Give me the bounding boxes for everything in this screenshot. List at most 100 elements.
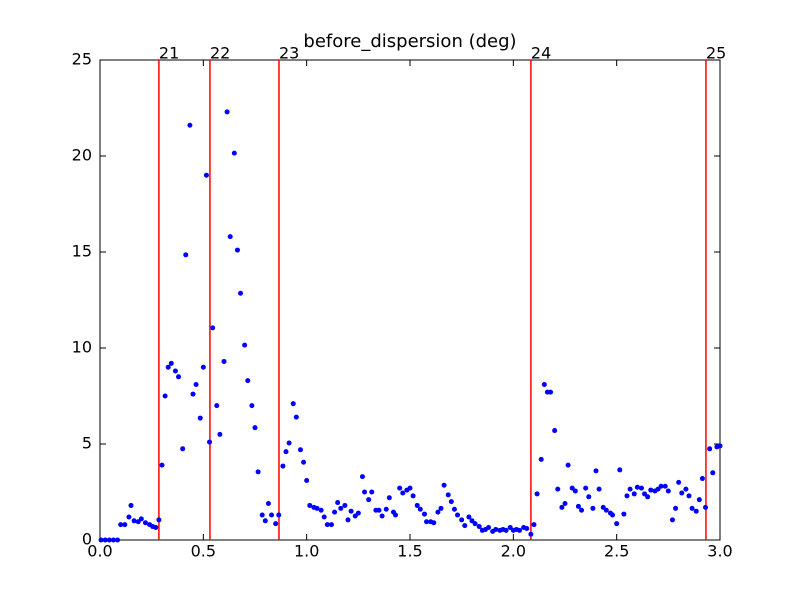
point	[665, 488, 671, 494]
marker-label: 21	[159, 44, 179, 63]
point	[645, 494, 651, 500]
point	[362, 489, 368, 495]
point	[307, 502, 313, 508]
point	[424, 519, 430, 525]
point	[459, 517, 465, 523]
y-tick-label: 0	[82, 530, 92, 549]
point	[462, 523, 468, 529]
point	[102, 537, 108, 543]
point	[624, 493, 630, 499]
point	[627, 486, 633, 492]
x-tick-label: 2.0	[501, 542, 526, 561]
point	[417, 506, 423, 512]
point	[265, 501, 271, 507]
point	[634, 484, 640, 490]
point	[414, 502, 420, 508]
point	[355, 510, 361, 516]
point	[345, 517, 351, 523]
point	[631, 491, 637, 497]
point	[162, 393, 168, 399]
point	[555, 486, 561, 492]
point	[224, 109, 230, 115]
point	[393, 512, 399, 518]
point	[183, 252, 189, 258]
point	[280, 463, 286, 469]
y-tick-label: 25	[72, 50, 92, 69]
point	[273, 521, 279, 527]
point	[342, 502, 348, 508]
point	[255, 469, 261, 475]
point	[126, 514, 132, 520]
point	[431, 520, 437, 526]
plot-area	[99, 59, 721, 541]
point	[276, 512, 282, 518]
point	[321, 514, 327, 520]
point	[397, 485, 403, 491]
point	[290, 401, 296, 407]
point	[197, 415, 203, 421]
point	[301, 459, 307, 465]
point	[693, 508, 699, 514]
point	[596, 486, 602, 492]
point	[359, 474, 365, 480]
point	[153, 525, 159, 531]
marker-label: 25	[706, 44, 726, 63]
point	[579, 507, 585, 513]
point	[328, 522, 334, 528]
point	[187, 122, 193, 128]
point	[249, 403, 255, 409]
point	[318, 507, 324, 513]
x-tick-label: 2.5	[604, 542, 629, 561]
x-tick-label: 1.5	[397, 542, 422, 561]
point	[445, 492, 451, 498]
point	[421, 511, 427, 517]
point	[142, 520, 148, 526]
point	[231, 150, 237, 156]
point	[552, 428, 558, 434]
y-tick-label: 10	[72, 338, 92, 357]
point	[128, 502, 134, 508]
chart-title: before_dispersion (deg)	[303, 31, 516, 52]
point	[168, 360, 174, 366]
marker-label: 22	[210, 44, 230, 63]
point	[335, 500, 341, 506]
point	[476, 524, 482, 530]
point	[227, 234, 233, 240]
point	[238, 290, 244, 296]
point	[122, 522, 128, 528]
point	[669, 517, 675, 523]
point	[683, 486, 689, 492]
x-tick-label: 0.5	[191, 542, 216, 561]
point	[696, 497, 702, 503]
point	[190, 391, 196, 397]
point	[448, 499, 454, 505]
point	[118, 522, 124, 528]
point	[115, 537, 121, 543]
point	[407, 485, 413, 491]
point	[200, 364, 206, 370]
point	[583, 485, 589, 491]
point	[590, 505, 596, 511]
point	[366, 497, 372, 503]
point	[435, 509, 441, 515]
point	[717, 443, 723, 449]
point	[486, 525, 492, 531]
y-tick-label: 15	[72, 242, 92, 261]
y-tick-label: 20	[72, 146, 92, 165]
point	[441, 482, 447, 488]
point	[314, 505, 320, 511]
point	[159, 462, 165, 468]
y-tick-label: 5	[82, 434, 92, 453]
point	[210, 325, 216, 331]
point	[531, 522, 537, 528]
point	[679, 490, 685, 496]
marker-label: 23	[279, 44, 299, 63]
point	[699, 476, 705, 482]
point	[538, 456, 544, 462]
point	[131, 518, 137, 524]
point	[466, 514, 472, 520]
point	[541, 381, 547, 387]
point	[400, 490, 406, 496]
